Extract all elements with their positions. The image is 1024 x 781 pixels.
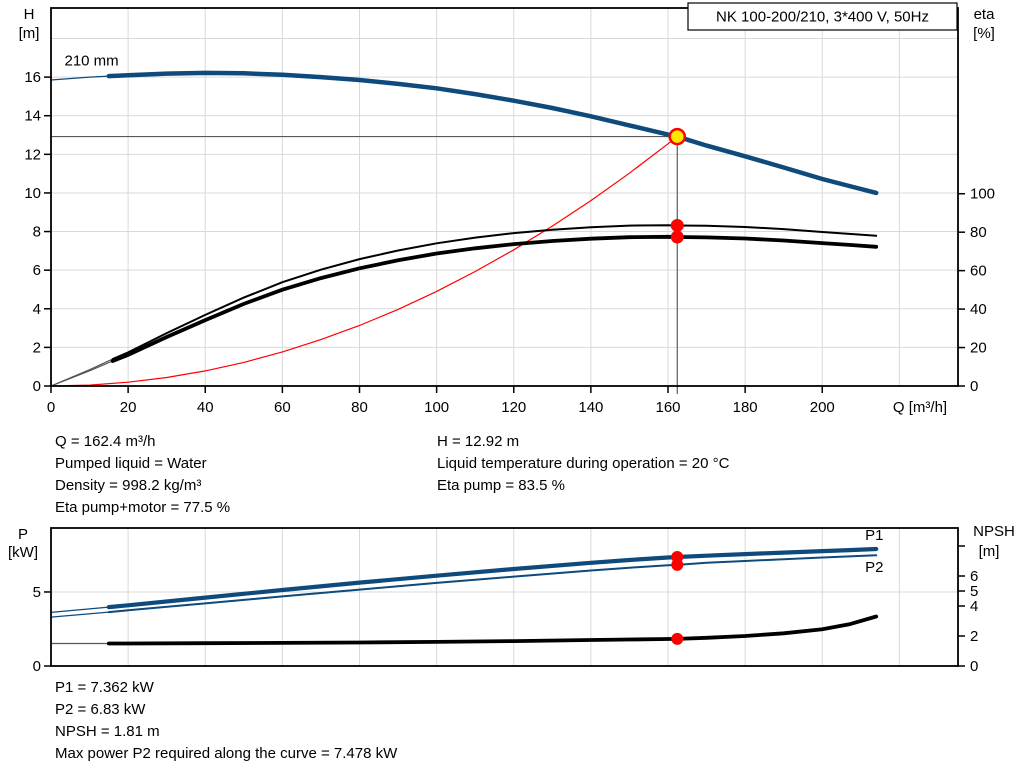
eta-pump-motor-curve-lead bbox=[50, 236, 877, 387]
y-left-tick-label: 2 bbox=[33, 339, 41, 356]
y-right-tick-label: 5 bbox=[970, 583, 978, 600]
info-line: NPSH = 1.81 m bbox=[55, 723, 160, 740]
duty-point-marker bbox=[668, 127, 687, 146]
info-line: Eta pump = 83.5 % bbox=[437, 477, 565, 494]
head-curve-210mm-main bbox=[106, 70, 879, 196]
x-tick-label: 40 bbox=[197, 399, 214, 416]
p2-label: P2 bbox=[865, 559, 883, 576]
y-left-tick-label: 6 bbox=[33, 262, 41, 279]
eta-pump-curve-main bbox=[111, 224, 878, 361]
npsh-curve bbox=[51, 614, 879, 646]
duty-crosshair bbox=[51, 135, 678, 394]
y-left-tick-label: 12 bbox=[24, 146, 41, 163]
y-left-tick-label: 0 bbox=[33, 378, 41, 395]
info-line: Q = 162.4 m³/h bbox=[55, 433, 156, 450]
info-line: Max power P2 required along the curve = … bbox=[55, 745, 398, 762]
info-line: P2 = 6.83 kW bbox=[55, 701, 146, 718]
npsh-curve-main bbox=[106, 614, 879, 646]
y-right-tick-label: 100 bbox=[970, 186, 995, 203]
y-right-axis-label: [%] bbox=[973, 25, 995, 42]
p1-curve bbox=[50, 546, 879, 613]
eta-pump-motor-curve bbox=[50, 234, 879, 387]
y-left-tick-label: 4 bbox=[33, 301, 41, 318]
x-tick-label: 120 bbox=[501, 399, 526, 416]
y-right-tick-label: 0 bbox=[970, 658, 978, 675]
y-left-tick-label: 0 bbox=[33, 658, 41, 675]
x-tick-label: 180 bbox=[733, 399, 758, 416]
chart-title: NK 100-200/210, 3*400 V, 50Hz bbox=[716, 9, 929, 26]
qh-eta-chart: 0 20 40 60 80 100 120 140 160 180 200 Q [m³/h]02468… bbox=[19, 2, 996, 416]
y-left-tick-label: 8 bbox=[33, 224, 41, 241]
y-left-axis-label: [kW] bbox=[8, 544, 38, 561]
eta-pump-curve bbox=[50, 224, 878, 387]
p2-curve-main bbox=[107, 554, 878, 614]
power-info-block: P1 = 7.362 kW P2 = 6.83 kW NPSH = 1.81 m Ma… bbox=[55, 677, 397, 765]
impeller-size-label: 210 mm bbox=[64, 53, 118, 70]
x-tick-label: 0 bbox=[47, 399, 55, 416]
p2-curve-lead bbox=[50, 554, 877, 618]
plot-border bbox=[50, 527, 959, 667]
y-left-tick-label: 10 bbox=[24, 185, 41, 202]
x-tick-label: 100 bbox=[424, 399, 449, 416]
title-box-frame bbox=[687, 2, 958, 31]
y-right-tick-label: 0 bbox=[970, 378, 978, 395]
eta-pump-motor-curve-main bbox=[110, 234, 879, 363]
grid bbox=[51, 8, 958, 386]
y-left-tick-label: 14 bbox=[24, 108, 41, 125]
x-tick-label: 160 bbox=[655, 399, 680, 416]
info-line: Pumped liquid = Water bbox=[55, 455, 207, 472]
duty-info-right: H = 12.92 m Liquid temperature during ope… bbox=[437, 431, 729, 497]
info-line: Eta pump+motor = 77.5 % bbox=[55, 499, 231, 516]
system-curve-main bbox=[50, 136, 678, 387]
y-right-tick-label: 20 bbox=[970, 340, 987, 357]
info-line: Liquid temperature during operation = 20… bbox=[437, 455, 730, 472]
y-left-axis-label: H bbox=[24, 6, 35, 23]
y-right-tick-label: 40 bbox=[970, 301, 987, 318]
x-axis-label: Q [m³/h] bbox=[893, 399, 947, 416]
p2-point bbox=[671, 558, 684, 571]
y-right-tick-label: 6 bbox=[970, 568, 978, 585]
p1-curve-main bbox=[106, 546, 879, 610]
x-tick-label: 200 bbox=[810, 399, 835, 416]
y-left-tick-label: 5 bbox=[33, 584, 41, 601]
eta-pump-motor-point bbox=[670, 230, 684, 244]
x-tick-label: 140 bbox=[578, 399, 603, 416]
npsh-curve-lead bbox=[51, 615, 877, 645]
axis-ticks: 0 20 40 60 80 100 120 140 160 180 200 Q [m³/h]02468… bbox=[24, 69, 995, 416]
x-tick-label: 80 bbox=[351, 399, 368, 416]
x-tick-label: 20 bbox=[120, 399, 137, 416]
p2-curve bbox=[50, 554, 878, 618]
info-line: H = 12.92 m bbox=[437, 433, 520, 450]
y-right-axis-label: NPSH bbox=[973, 523, 1015, 540]
eta-pump-point bbox=[670, 218, 684, 232]
x-tick-label: 60 bbox=[274, 399, 291, 416]
y-right-tick-label: 4 bbox=[970, 598, 978, 615]
info-line: P1 = 7.362 kW bbox=[55, 679, 154, 696]
y-right-tick-label: 2 bbox=[970, 628, 978, 645]
npsh-point bbox=[671, 632, 684, 645]
y-right-axis-label: eta bbox=[974, 6, 996, 23]
y-left-tick-label: 16 bbox=[24, 69, 41, 86]
p1-label: P1 bbox=[865, 527, 883, 544]
y-right-tick-label: 60 bbox=[970, 263, 987, 280]
y-left-axis-label: P bbox=[18, 526, 28, 543]
plot-border bbox=[50, 7, 959, 387]
chart-title-box: NK 100-200/210, 3*400 V, 50Hz bbox=[687, 2, 958, 31]
grid bbox=[51, 528, 958, 666]
duty-info-left: Q = 162.4 m³/h Pumped liquid = Water Densi… bbox=[55, 431, 230, 519]
y-left-axis-label: [m] bbox=[19, 25, 40, 42]
y-right-axis-label: [m] bbox=[979, 543, 1000, 560]
head-curve-210mm bbox=[50, 70, 879, 196]
info-line: Density = 998.2 kg/m³ bbox=[55, 477, 202, 494]
y-right-tick-label: 80 bbox=[970, 224, 987, 241]
system-curve bbox=[50, 136, 678, 387]
